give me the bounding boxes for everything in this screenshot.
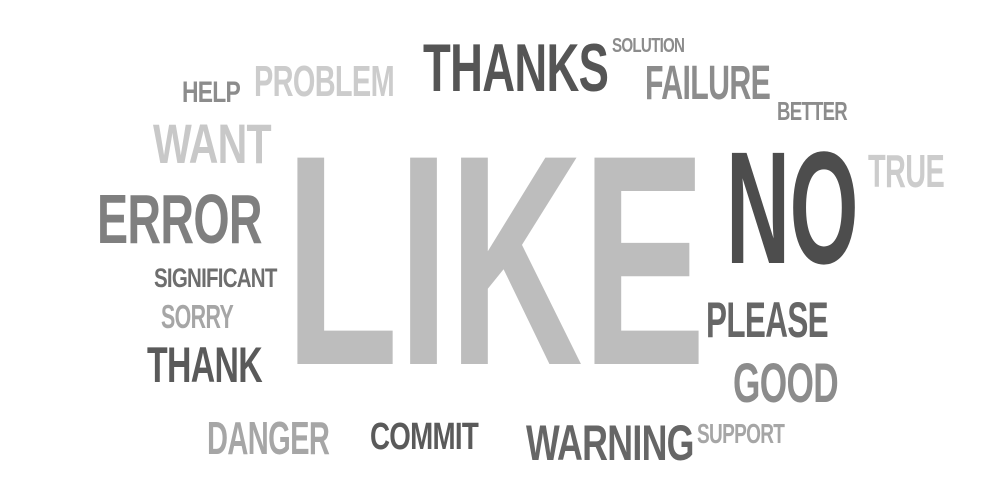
word-good: GOOD bbox=[733, 351, 839, 414]
word-error: ERROR bbox=[97, 180, 263, 258]
word-no: NO bbox=[726, 118, 859, 297]
word-sorry: SORRY bbox=[161, 298, 234, 335]
word-true: TRUE bbox=[868, 145, 945, 197]
word-thanks: THANKS bbox=[423, 30, 609, 106]
word-warning: WARNING bbox=[526, 415, 694, 471]
word-significant: SIGNIFICANT bbox=[154, 263, 277, 293]
word-better: BETTER bbox=[777, 96, 848, 126]
word-commit: COMMIT bbox=[370, 416, 479, 458]
word-failure: FAILURE bbox=[645, 57, 771, 110]
word-like: LIKE bbox=[285, 92, 706, 428]
word-thank: THANK bbox=[147, 337, 263, 393]
word-problem: PROBLEM bbox=[254, 57, 395, 106]
word-solution: SOLUTION bbox=[612, 35, 685, 57]
word-want: WANT bbox=[153, 112, 272, 175]
word-help: HELP bbox=[182, 76, 241, 109]
word-please: PLEASE bbox=[706, 292, 829, 348]
word-danger: DANGER bbox=[207, 412, 330, 464]
word-support: SUPPORT bbox=[697, 418, 785, 449]
